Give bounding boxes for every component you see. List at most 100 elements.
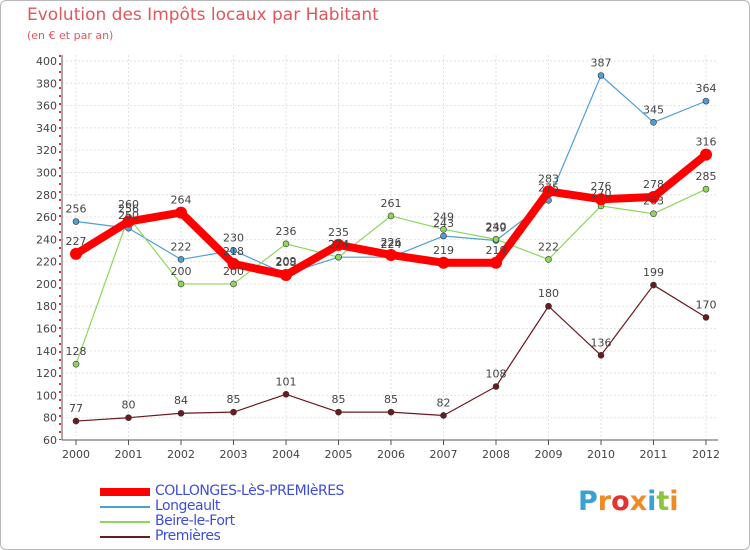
data-point: [440, 232, 447, 240]
data-point: [597, 72, 605, 79]
data-label: 200: [223, 265, 244, 278]
data-label: 283: [538, 172, 559, 185]
data-label: 170: [696, 298, 717, 311]
data-label: 85: [384, 393, 398, 406]
logo-letter: P: [578, 486, 598, 517]
y-tick-label: 400: [36, 55, 57, 68]
y-tick-label: 100: [36, 389, 57, 402]
proxiti-logo: Proxiti: [578, 486, 679, 517]
data-point: [387, 212, 395, 220]
data-label: 218: [223, 245, 244, 258]
data-point: [72, 218, 80, 225]
y-tick-label: 360: [36, 100, 57, 113]
chart-title: Evolution des Impôts locaux par Habitant: [27, 5, 379, 25]
data-label: 222: [171, 240, 192, 253]
data-point: [490, 256, 502, 269]
data-label: 200: [171, 265, 192, 278]
data-label: 85: [332, 393, 346, 406]
legend-swatch-longeault: [100, 506, 150, 508]
x-tick-label: 2003: [220, 448, 248, 461]
data-label: 101: [276, 375, 297, 388]
data-point: [230, 247, 237, 254]
data-point: [492, 383, 500, 390]
data-point: [282, 390, 290, 398]
x-tick-label: 2011: [640, 448, 668, 461]
data-point: [545, 256, 552, 263]
y-tick-label: 160: [36, 323, 57, 336]
data-point: [650, 119, 657, 126]
data-label: 226: [381, 236, 402, 249]
y-tick-label: 60: [43, 434, 57, 447]
logo-letter: i: [669, 486, 679, 517]
x-tick-label: 2004: [272, 448, 300, 461]
x-tick-label: 2002: [167, 448, 195, 461]
data-label: 77: [69, 402, 83, 415]
data-label: 285: [696, 170, 717, 183]
x-tick-label: 2008: [482, 448, 510, 461]
data-point: [122, 215, 135, 228]
y-tick-label: 300: [36, 166, 57, 179]
data-point: [72, 417, 80, 425]
data-label: 85: [227, 393, 241, 406]
legend-item-beire: Beire-le-Fort: [100, 513, 420, 530]
data-point: [280, 269, 292, 282]
data-point: [177, 256, 185, 263]
data-point: [72, 360, 80, 368]
logo-letter: o: [611, 486, 630, 517]
legend-label-premieres: Premières: [155, 528, 221, 544]
y-tick-label: 140: [36, 345, 57, 358]
legend-swatch-collonges: [100, 488, 150, 496]
plot-area: [62, 55, 718, 440]
legend-swatch-premieres: [100, 536, 150, 538]
data-label: 208: [276, 256, 297, 269]
data-point: [332, 238, 345, 251]
legend-label-longeault: Longeault: [155, 498, 220, 514]
x-tick-label: 2012: [692, 448, 720, 461]
data-point: [385, 248, 397, 261]
data-label: 224: [328, 238, 349, 251]
data-point: [125, 414, 132, 422]
legend-item-premieres: Premières: [100, 528, 420, 545]
data-label: 222: [538, 240, 559, 253]
logo-letter: t: [656, 486, 670, 517]
data-label: 263: [643, 195, 664, 208]
data-label: 240: [486, 220, 507, 233]
data-label: 219: [486, 244, 507, 257]
y-tick-label: 320: [36, 144, 57, 157]
data-label: 84: [174, 394, 188, 407]
data-point: [650, 281, 657, 289]
data-label: 236: [276, 225, 297, 238]
data-label: 243: [433, 217, 454, 230]
x-tick-label: 2005: [325, 448, 353, 461]
x-tick-label: 2007: [430, 448, 458, 461]
data-label: 316: [696, 136, 717, 149]
x-tick-label: 2010: [587, 448, 615, 461]
data-label: 250: [118, 209, 139, 222]
x-tick-label: 2006: [377, 448, 405, 461]
data-point: [282, 240, 290, 248]
data-point: [227, 257, 240, 270]
data-label: 264: [171, 194, 192, 207]
x-tick-label: 2000: [62, 448, 90, 461]
x-tick-label: 2009: [535, 448, 563, 461]
data-point: [70, 247, 82, 260]
data-label: 249: [433, 210, 454, 223]
data-label: 275: [538, 181, 559, 194]
data-label: 278: [643, 178, 664, 191]
data-label: 108: [486, 367, 507, 380]
data-label: 261: [381, 197, 402, 210]
data-label: 136: [591, 336, 612, 349]
data-label: 224: [328, 238, 349, 251]
data-label: 230: [223, 232, 244, 245]
data-point: [702, 97, 710, 105]
data-point: [702, 185, 710, 193]
legend-label-beire: Beire-le-Fort: [155, 513, 235, 529]
y-tick-label: 260: [36, 211, 57, 224]
data-label: 270: [591, 187, 612, 200]
data-point: [335, 408, 342, 416]
data-point: [437, 256, 450, 269]
legend-item-longeault: Longeault: [100, 498, 420, 515]
data-label: 235: [328, 226, 349, 239]
y-tick-label: 120: [36, 367, 57, 380]
